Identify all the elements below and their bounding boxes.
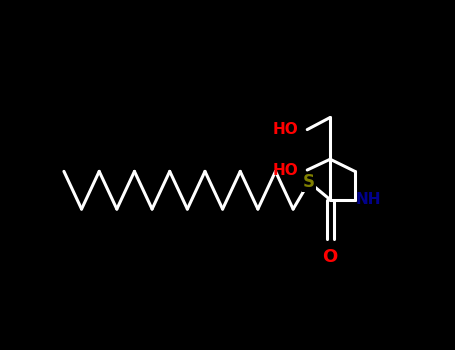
Text: HO: HO [273, 162, 298, 177]
Text: S: S [303, 173, 315, 191]
Text: HO: HO [273, 122, 298, 137]
Text: O: O [323, 248, 338, 266]
Text: NH: NH [355, 192, 381, 207]
